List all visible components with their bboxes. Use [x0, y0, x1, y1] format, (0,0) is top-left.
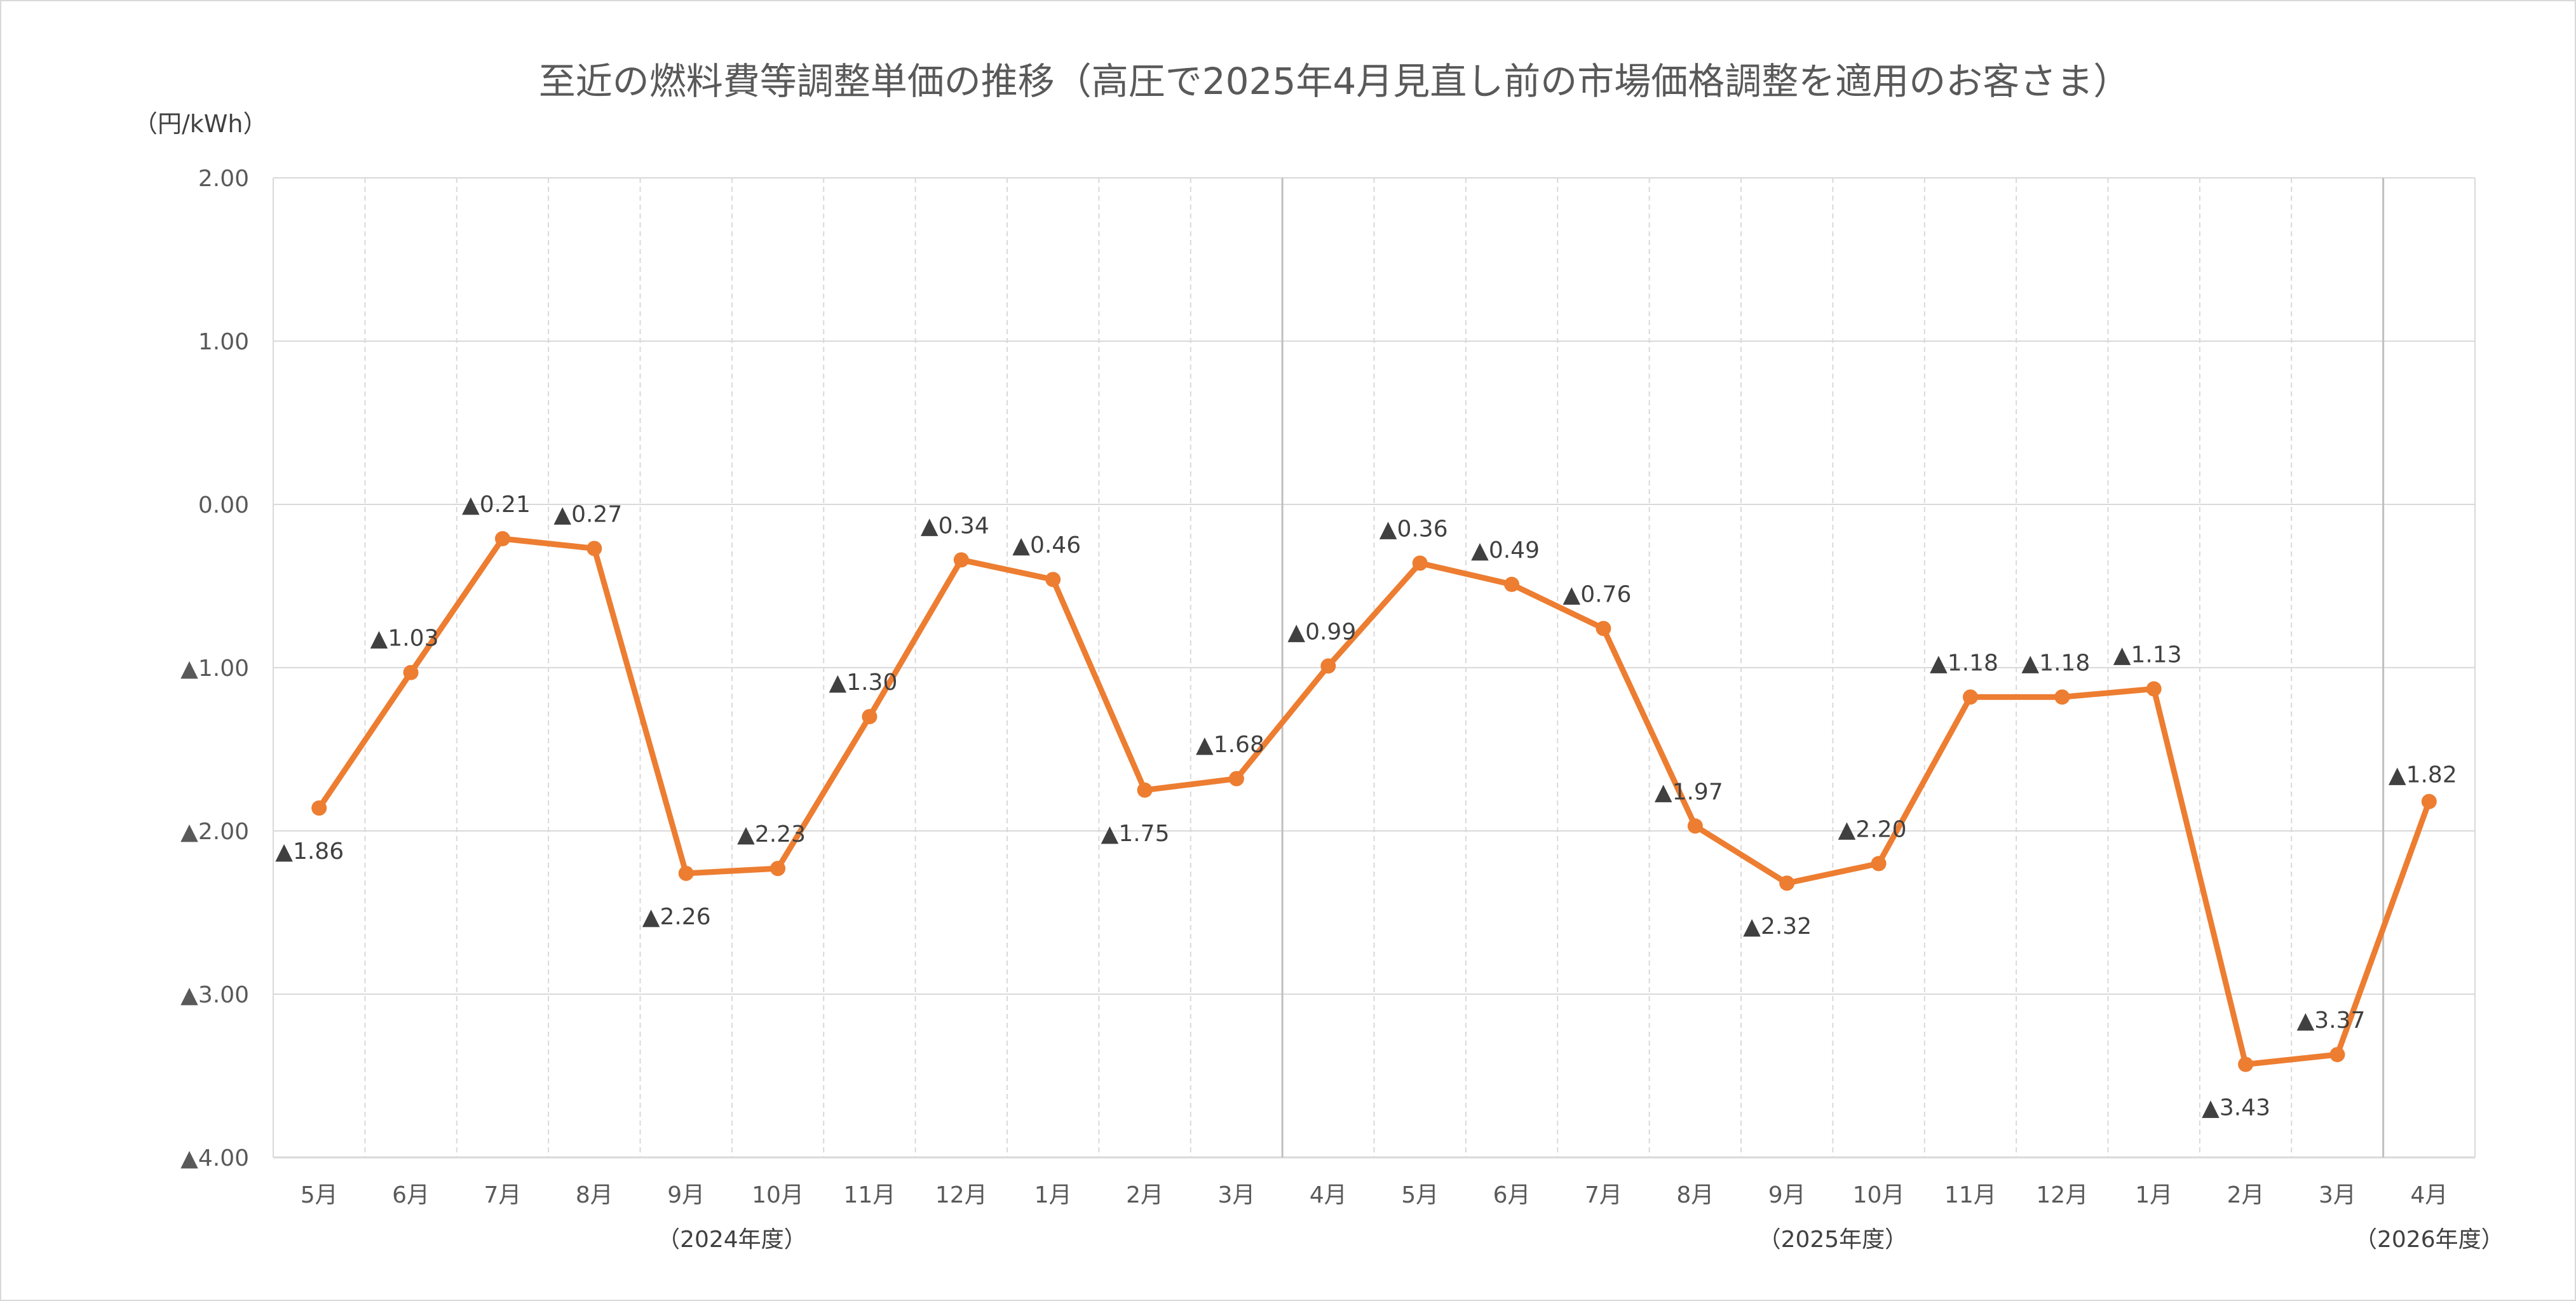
x-tick-label: 9月 [667, 1182, 705, 1208]
x-tick-label: 12月 [2036, 1182, 2088, 1208]
y-tick-label: ▲1.00 [180, 656, 249, 682]
fiscal-year-labels: （2024年度） （2025年度） （2026年度） [657, 1227, 2504, 1253]
data-point [862, 709, 878, 725]
x-tick-label: 7月 [484, 1182, 521, 1208]
x-tick-label: 9月 [1768, 1182, 1806, 1208]
data-point [1320, 658, 1336, 674]
x-tick-label: 5月 [1401, 1182, 1439, 1208]
data-label: ▲1.18 [1930, 650, 1998, 676]
data-point [2421, 793, 2437, 809]
x-tick-label: 4月 [1310, 1182, 1347, 1208]
data-point [1596, 621, 1611, 637]
data-label: ▲3.37 [2297, 1008, 2366, 1034]
data-label: ▲1.82 [2389, 762, 2457, 788]
y-tick-label: ▲2.00 [180, 819, 249, 845]
data-label: ▲1.97 [1655, 779, 1723, 805]
data-label: ▲0.27 [553, 501, 622, 527]
x-tick-label: 5月 [301, 1182, 338, 1208]
x-tick-label: 2月 [2227, 1182, 2265, 1208]
x-tick-label: 6月 [392, 1182, 430, 1208]
series-line [316, 536, 2432, 1068]
data-label: ▲3.43 [2202, 1095, 2270, 1121]
data-point [1962, 689, 1978, 705]
data-label: ▲0.76 [1563, 581, 1632, 607]
y-tick-label: 0.00 [198, 492, 249, 518]
fiscal-year-label: （2024年度） [657, 1227, 807, 1253]
y-tick-label: 1.00 [198, 329, 249, 355]
data-point [311, 800, 327, 816]
x-tick-label: 10月 [1853, 1182, 1905, 1208]
x-tick-label: 11月 [844, 1182, 896, 1208]
data-labels: ▲1.86 ▲1.03 ▲0.21 ▲0.27 ▲2.26 ▲2.23 ▲1.30 ▲0.34… [275, 492, 2457, 1121]
data-label: ▲1.86 [275, 839, 344, 865]
data-label: ▲0.34 [921, 513, 989, 539]
y-axis-ticks: 2.00 1.00 0.00 ▲1.00 ▲2.00 ▲3.00 ▲4.00 [180, 166, 249, 1171]
fiscal-year-label: （2026年度） [2354, 1227, 2504, 1253]
grid [273, 177, 2476, 1159]
data-label: ▲2.26 [642, 904, 711, 930]
data-point [2329, 1047, 2345, 1063]
x-tick-label: 4月 [2410, 1182, 2448, 1208]
data-point [1045, 572, 1061, 588]
fiscal-year-label: （2025年度） [1758, 1227, 1908, 1253]
data-point [1504, 576, 1520, 592]
data-point [1871, 856, 1887, 872]
series-fuel-adjustment [311, 530, 2437, 1072]
data-label: ▲0.36 [1380, 516, 1448, 543]
data-label: ▲1.75 [1101, 821, 1170, 847]
data-label: ▲1.30 [829, 670, 898, 696]
x-tick-label: 2月 [1126, 1182, 1163, 1208]
data-label: ▲1.03 [370, 626, 439, 652]
data-label: ▲1.18 [2021, 650, 2090, 676]
x-tick-label: 8月 [1676, 1182, 1714, 1208]
data-point [1687, 818, 1703, 834]
y-tick-label: ▲4.00 [180, 1145, 249, 1171]
data-point [1412, 555, 1428, 571]
chart-title: 至近の燃料費等調整単価の推移（高圧で2025年4月見直し前の市場価格調整を適用の… [539, 60, 2131, 103]
data-label: ▲0.99 [1287, 619, 1356, 645]
data-point [2238, 1056, 2254, 1072]
x-tick-label: 8月 [576, 1182, 613, 1208]
y-unit-label: （円/kWh） [133, 110, 267, 138]
data-label: ▲2.23 [737, 821, 806, 847]
x-tick-label: 3月 [1217, 1182, 1255, 1208]
data-point [403, 664, 419, 680]
data-point [586, 541, 602, 556]
x-tick-label: 1月 [1034, 1182, 1072, 1208]
data-point [1779, 875, 1795, 891]
data-point [2146, 681, 2162, 697]
data-point [1228, 771, 1244, 786]
x-tick-label: 10月 [752, 1182, 804, 1208]
data-point [494, 530, 510, 546]
data-point [770, 861, 786, 877]
x-tick-label: 1月 [2135, 1182, 2173, 1208]
x-tick-label: 6月 [1493, 1182, 1531, 1208]
data-label: ▲1.13 [2113, 642, 2182, 668]
x-tick-label: 7月 [1585, 1182, 1622, 1208]
data-point [953, 552, 969, 568]
data-label: ▲0.49 [1471, 537, 1540, 563]
data-point [1137, 782, 1153, 798]
y-tick-label: 2.00 [198, 166, 249, 192]
y-tick-label: ▲3.00 [180, 982, 249, 1008]
data-label: ▲0.46 [1012, 532, 1081, 558]
x-tick-label: 12月 [935, 1182, 987, 1208]
data-point [2054, 689, 2070, 705]
data-point [678, 865, 694, 881]
data-label: ▲0.21 [462, 492, 531, 518]
x-tick-label: 3月 [2319, 1182, 2356, 1208]
x-axis-ticks: 5月 6月 7月 8月 9月 10月 11月 12月 1月 2月 3月 4月 5月 6月 7月 8月 9月 10月… [301, 1182, 2448, 1208]
data-label: ▲2.20 [1838, 816, 1907, 842]
x-tick-label: 11月 [1944, 1182, 1996, 1208]
data-label: ▲2.32 [1743, 913, 1812, 940]
data-label: ▲1.68 [1196, 732, 1264, 758]
